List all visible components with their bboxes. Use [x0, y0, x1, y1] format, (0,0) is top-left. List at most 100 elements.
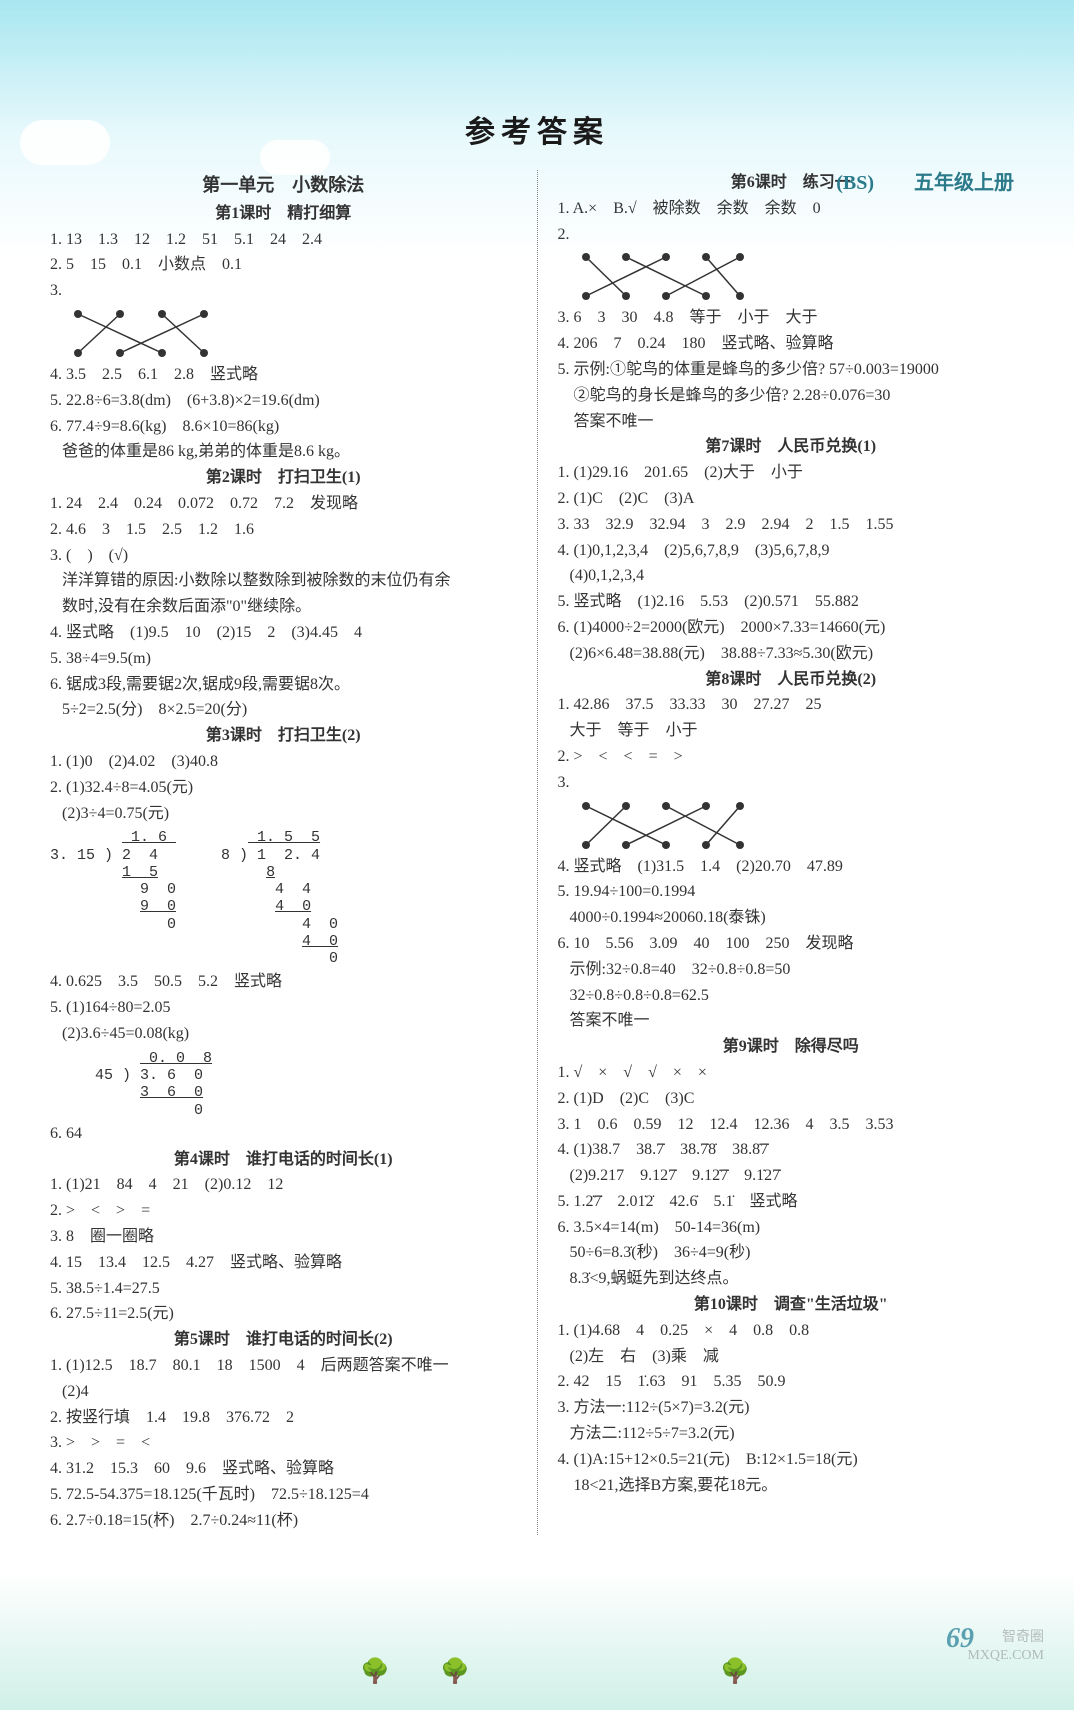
- lesson-title: 第8课时 人民币兑换(2): [558, 668, 1025, 693]
- answer-line: 2. 4.6 3 1.5 2.5 1.2 1.6: [50, 518, 517, 543]
- long-division: 0. 0 8 45 ) 3. 6 0 3 6 0 0: [50, 1050, 517, 1119]
- answer-line: 3. 6 3 30 4.8 等于 小于 大于: [558, 306, 1025, 331]
- answer-line: 6. 10 5.56 3.09 40 100 250 发现略: [558, 932, 1025, 957]
- answer-line: 数时,没有在余数后面添"0"继续除。: [50, 595, 517, 620]
- answer-line: 4. (1)38.7 38.7̇ 38.7̇8̇ 38.8̇7̇: [558, 1138, 1025, 1163]
- answer-line: 1. A.× B.√ 被除数 余数 余数 0: [558, 197, 1025, 222]
- matching-diagram: [70, 306, 210, 361]
- page-title: 参考答案: [0, 110, 1074, 155]
- answer-line: 2. (1)D (2)C (3)C: [558, 1087, 1025, 1112]
- answer-line: 洋洋算错的原因:小数除以整数除到被除数的末位仍有余: [50, 569, 517, 594]
- answer-line: 4. (1)A:15+12×0.5=21(元) B:12×1.5=18(元): [558, 1448, 1025, 1473]
- answer-line: 3. 8 圈一圈略: [50, 1225, 517, 1250]
- answer-line: 2. (1)32.4÷8=4.05(元): [50, 776, 517, 801]
- answer-line: 6. 3.5×4=14(m) 50-14=36(m): [558, 1216, 1025, 1241]
- answer-line: 5. 竖式略 (1)2.16 5.53 (2)0.571 55.882: [558, 590, 1025, 615]
- answer-line: 5. 示例:①鸵鸟的体重是蜂鸟的多少倍? 57÷0.003=19000: [558, 358, 1025, 383]
- answer-line: 答案不唯一: [558, 1009, 1025, 1034]
- answer-line: 1. 13 1.3 12 1.2 51 5.1 24 2.4: [50, 228, 517, 253]
- answer-line: 4. 0.625 3.5 50.5 5.2 竖式略: [50, 970, 517, 995]
- answer-line: (2)6×6.48=38.88(元) 38.88÷7.33≈5.30(欧元): [558, 642, 1025, 667]
- answer-line: 2. 5 15 0.1 小数点 0.1: [50, 253, 517, 278]
- answer-line: 1. (1)21 84 4 21 (2)0.12 12: [50, 1173, 517, 1198]
- answer-line: (2)3÷4=0.75(元): [50, 802, 517, 827]
- answer-line: 2. (1)C (2)C (3)A: [558, 487, 1025, 512]
- answer-line: 3.: [558, 771, 1025, 796]
- answer-line: 示例:32÷0.8=40 32÷0.8÷0.8=50: [558, 958, 1025, 983]
- answer-line: 4000÷0.1994≈20060.18(泰铢): [558, 906, 1025, 931]
- answer-line: (2)左 右 (3)乘 减: [558, 1345, 1025, 1370]
- answer-line: 6. (1)4000÷2=2000(欧元) 2000×7.33=14660(元): [558, 616, 1025, 641]
- answer-line: 方法二:112÷5÷7=3.2(元): [558, 1422, 1025, 1447]
- answer-line: 3. > > = <: [50, 1431, 517, 1456]
- answer-line: 1. (1)29.16 201.65 (2)大于 小于: [558, 461, 1025, 486]
- tree-icon: 🌳: [440, 1654, 470, 1690]
- answer-line: 2.: [558, 223, 1025, 248]
- answer-line: 答案不唯一: [558, 410, 1025, 435]
- matching-diagram: [578, 798, 748, 853]
- answer-line: 4. 竖式略 (1)9.5 10 (2)15 2 (3)4.45 4: [50, 621, 517, 646]
- answer-line: 50÷6=8.3̇(秒) 36÷4=9(秒): [558, 1241, 1025, 1266]
- answer-line: 4. 3.5 2.5 6.1 2.8 竖式略: [50, 363, 517, 388]
- answer-line: 4. 31.2 15.3 60 9.6 竖式略、验算略: [50, 1457, 517, 1482]
- answer-line: 4. 15 13.4 12.5 4.27 竖式略、验算略: [50, 1251, 517, 1276]
- answer-line: 6. 2.7÷0.18=15(杯) 2.7÷0.24≈11(杯): [50, 1509, 517, 1534]
- left-column: 第一单元 小数除法 第1课时 精打细算 1. 13 1.3 12 1.2 51 …: [50, 170, 517, 1535]
- answer-line: 3. 方法一:112÷(5×7)=3.2(元): [558, 1396, 1025, 1421]
- answer-line: 1. (1)4.68 4 0.25 × 4 0.8 0.8: [558, 1319, 1025, 1344]
- answer-line: 2. > < > =: [50, 1199, 517, 1224]
- lesson-title: 第1课时 精打细算: [50, 202, 517, 227]
- answer-line: 2. 按竖行填 1.4 19.8 376.72 2: [50, 1406, 517, 1431]
- watermark-line: 智奇圈: [967, 1629, 1044, 1647]
- lesson-title: 第3课时 打扫卫生(2): [50, 724, 517, 749]
- answer-line: 1. 24 2.4 0.24 0.072 0.72 7.2 发现略: [50, 492, 517, 517]
- tree-icon: 🌳: [360, 1654, 390, 1690]
- answer-line: 5÷2=2.5(分) 8×2.5=20(分): [50, 698, 517, 723]
- lesson-title: 第4课时 谁打电话的时间长(1): [50, 1148, 517, 1173]
- answer-line: 2. 42 15 1̇.63 91 5.35 50.9: [558, 1370, 1025, 1395]
- lesson-title: 第10课时 调查"生活垃圾": [558, 1293, 1025, 1318]
- answer-line: 18<21,选择B方案,要花18元。: [558, 1474, 1025, 1499]
- column-divider: [537, 170, 538, 1535]
- answer-line: 5. 38÷4=9.5(m): [50, 647, 517, 672]
- answer-line: (2)4: [50, 1380, 517, 1405]
- answer-line: 6. 77.4÷9=8.6(kg) 8.6×10=86(kg): [50, 415, 517, 440]
- long-division: 1. 6 1. 5 5 3. 15 ) 2 4 8 ) 1 2. 4 1 5 8…: [50, 829, 517, 967]
- answer-line: 4. 206 7 0.24 180 竖式略、验算略: [558, 332, 1025, 357]
- right-column: 第6课时 练习一 1. A.× B.√ 被除数 余数 余数 0 2. 3. 6 …: [558, 170, 1025, 1535]
- answer-line: 5. 22.8÷6=3.8(dm) (6+3.8)×2=19.6(dm): [50, 389, 517, 414]
- answer-line: ②鸵鸟的身长是蜂鸟的多少倍? 2.28÷0.076=30: [558, 384, 1025, 409]
- answer-line: 4. 竖式略 (1)31.5 1.4 (2)20.70 47.89: [558, 855, 1025, 880]
- cloud-deco: [260, 140, 330, 175]
- unit-title: 第一单元 小数除法: [50, 172, 517, 200]
- answer-line: 8.3̇<9,蜗蜓先到达终点。: [558, 1267, 1025, 1292]
- answer-line: 3. 33 32.9 32.94 3 2.9 2.94 2 1.5 1.55: [558, 513, 1025, 538]
- answer-line: 爸爸的体重是86 kg,弟弟的体重是8.6 kg。: [50, 440, 517, 465]
- answer-line: 6. 27.5÷11=2.5(元): [50, 1302, 517, 1327]
- answer-line: 5. 72.5-54.375=18.125(千瓦时) 72.5÷18.125=4: [50, 1483, 517, 1508]
- answer-line: 5. 19.94÷100=0.1994: [558, 880, 1025, 905]
- content-columns: 第一单元 小数除法 第1课时 精打细算 1. 13 1.3 12 1.2 51 …: [0, 170, 1074, 1535]
- answer-line: 5. (1)164÷80=2.05: [50, 996, 517, 1021]
- footer-decoration: 🌳 🌳 🌳: [0, 1650, 1074, 1710]
- answer-line: 4. (1)0,1,2,3,4 (2)5,6,7,8,9 (3)5,6,7,8,…: [558, 539, 1025, 564]
- answer-line: 1. (1)12.5 18.7 80.1 18 1500 4 后两题答案不唯一: [50, 1354, 517, 1379]
- answer-line: (4)0,1,2,3,4: [558, 564, 1025, 589]
- answer-line: 1. √ × √ √ × ×: [558, 1061, 1025, 1086]
- answer-line: 3. 1 0.6 0.59 12 12.4 12.36 4 3.5 3.53: [558, 1113, 1025, 1138]
- answer-line: 32÷0.8÷0.8÷0.8=62.5: [558, 984, 1025, 1009]
- cloud-deco: [20, 120, 110, 165]
- header-right: (BS) 五年级上册: [836, 168, 1014, 198]
- lesson-title: 第9课时 除得尽吗: [558, 1035, 1025, 1060]
- answer-line: 2. > < < = >: [558, 745, 1025, 770]
- answer-line: 1. (1)0 (2)4.02 (3)40.8: [50, 750, 517, 775]
- answer-line: 6. 64: [50, 1122, 517, 1147]
- lesson-title: 第5课时 谁打电话的时间长(2): [50, 1328, 517, 1353]
- answer-line: 大于 等于 小于: [558, 719, 1025, 744]
- answer-line: 5. 38.5÷1.4=27.5: [50, 1277, 517, 1302]
- answer-line: 3. ( ) (√): [50, 544, 517, 569]
- answer-line: 6. 锯成3段,需要锯2次,锯成9段,需要锯8次。: [50, 673, 517, 698]
- answer-line: 5. 1.2̇7̇ 2.01̇2̇ 42.6̇ 5.1̇ 竖式略: [558, 1190, 1025, 1215]
- matching-diagram: [578, 249, 748, 304]
- answer-line: 3.: [50, 279, 517, 304]
